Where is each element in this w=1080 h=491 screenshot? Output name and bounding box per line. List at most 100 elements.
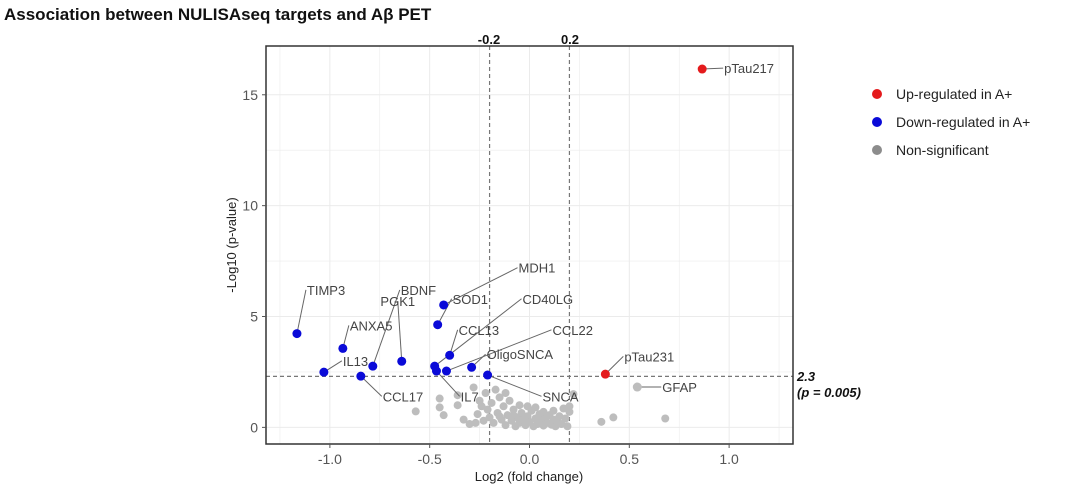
data-point-ns bbox=[531, 403, 540, 412]
data-point-ns bbox=[453, 391, 462, 400]
point-label: CCL17 bbox=[383, 389, 423, 404]
point-label: pTau217 bbox=[724, 61, 774, 76]
vline-label-pos: 0.2 bbox=[561, 32, 579, 47]
legend-label-down: Down-regulated in A+ bbox=[896, 114, 1031, 130]
data-point-ns bbox=[609, 413, 618, 422]
data-point-ns bbox=[569, 390, 578, 399]
point-label: MDH1 bbox=[519, 261, 556, 276]
data-point-down bbox=[441, 366, 451, 376]
connector-line bbox=[296, 289, 307, 334]
hline-label-value: 2.3 bbox=[796, 369, 816, 384]
data-point-ns bbox=[411, 407, 420, 416]
legend-marker-up bbox=[872, 89, 882, 99]
data-point-up bbox=[697, 64, 707, 74]
y-axis-label: -Log10 (p-value) bbox=[224, 197, 239, 292]
data-point-down bbox=[292, 329, 302, 339]
axes: -1.0 -0.5 0.0 0.5 1.0 0 5 10 15 bbox=[242, 87, 739, 467]
point-label: CCL13 bbox=[459, 323, 499, 338]
data-point-ns bbox=[549, 406, 558, 415]
data-point-ns bbox=[597, 417, 606, 426]
vline-label-neg: -0.2 bbox=[478, 32, 500, 47]
data-point-ns bbox=[559, 404, 568, 413]
data-point-down bbox=[445, 350, 455, 360]
data-point-ns bbox=[439, 411, 448, 420]
gridlines bbox=[266, 46, 793, 444]
data-point-ns bbox=[517, 408, 526, 417]
point-label: OligoSNCA bbox=[487, 347, 554, 362]
data-point-ns bbox=[632, 382, 642, 392]
data-point-ns bbox=[453, 401, 462, 410]
data-point-ns bbox=[565, 407, 574, 416]
point-label: PGK1 bbox=[380, 294, 415, 309]
legend: Up-regulated in A+ Down-regulated in A+ … bbox=[866, 80, 1030, 164]
connector-line bbox=[372, 289, 401, 367]
point-label: TIMP3 bbox=[307, 283, 345, 298]
legend-item-ns: Non-significant bbox=[866, 136, 1030, 164]
data-point-ns bbox=[481, 389, 490, 398]
point-labels: pTau217 pTau231 GFAP TIMP3 ANXA5 IL13 BDNF CCL1… bbox=[307, 61, 774, 404]
data-point-ns bbox=[505, 396, 514, 405]
data-point-ns bbox=[485, 413, 494, 422]
data-point-ns bbox=[473, 410, 482, 419]
data-point-ns bbox=[503, 411, 512, 420]
y-tick-label: 15 bbox=[242, 87, 258, 103]
data-point-down bbox=[433, 320, 443, 330]
y-tick-label: 10 bbox=[242, 198, 258, 214]
x-tick-label: 1.0 bbox=[719, 451, 739, 467]
connector-line bbox=[397, 300, 403, 362]
data-point-down bbox=[439, 300, 449, 310]
data-point-ns bbox=[435, 394, 444, 403]
data-point-down bbox=[397, 356, 407, 366]
x-axis-label: Log2 (fold change) bbox=[475, 469, 583, 484]
point-label: ANXA5 bbox=[350, 318, 393, 333]
x-tick-label: -1.0 bbox=[318, 451, 342, 467]
chart-title: Association between NULISAseq targets an… bbox=[4, 5, 432, 24]
legend-item-up: Up-regulated in A+ bbox=[866, 80, 1030, 108]
data-point-ns bbox=[471, 418, 480, 427]
connector-line bbox=[443, 267, 518, 306]
point-label: IL13 bbox=[343, 354, 368, 369]
y-tick-label: 5 bbox=[250, 309, 258, 325]
data-point-ns bbox=[499, 402, 508, 411]
data-point-ns bbox=[501, 421, 510, 430]
y-tick-label: 0 bbox=[250, 419, 258, 435]
data-point-ns bbox=[661, 414, 670, 423]
data-point-ns bbox=[539, 407, 548, 416]
data-point-ns bbox=[509, 405, 518, 414]
point-label: BDNF bbox=[401, 283, 436, 298]
data-point-ns bbox=[465, 420, 474, 429]
data-point-ns bbox=[563, 422, 572, 431]
data-point-ns bbox=[515, 401, 524, 410]
data-point-down bbox=[483, 370, 493, 380]
point-label: GFAP bbox=[662, 380, 697, 395]
data-point-down bbox=[338, 343, 348, 353]
data-point-down bbox=[319, 367, 329, 377]
data-point-down bbox=[467, 362, 477, 372]
legend-item-down: Down-regulated in A+ bbox=[866, 108, 1030, 136]
connector-line bbox=[446, 329, 552, 372]
data-point-up bbox=[600, 369, 610, 379]
point-label: CCL22 bbox=[552, 323, 592, 338]
data-point-ns bbox=[459, 415, 468, 424]
data-point-ns bbox=[479, 416, 488, 425]
connector-line bbox=[436, 370, 461, 397]
significant-points bbox=[292, 64, 707, 392]
data-point-ns bbox=[495, 393, 504, 402]
data-point-down bbox=[368, 361, 378, 371]
connector-line bbox=[437, 298, 453, 325]
non-significant-points bbox=[411, 383, 670, 431]
connector-line bbox=[360, 375, 383, 397]
data-point-ns bbox=[489, 418, 498, 427]
data-point-ns bbox=[477, 402, 486, 411]
data-point-ns bbox=[435, 403, 444, 412]
data-point-ns bbox=[501, 389, 510, 398]
x-tick-label: 0.0 bbox=[520, 451, 540, 467]
legend-marker-down bbox=[872, 117, 882, 127]
connector-line bbox=[487, 374, 542, 397]
point-label: CD40LG bbox=[523, 292, 574, 307]
data-point-ns bbox=[561, 414, 570, 423]
x-tick-label: 0.5 bbox=[620, 451, 640, 467]
data-point-ns bbox=[483, 405, 492, 414]
hline-label-pvalue: (p = 0.005) bbox=[797, 385, 861, 400]
